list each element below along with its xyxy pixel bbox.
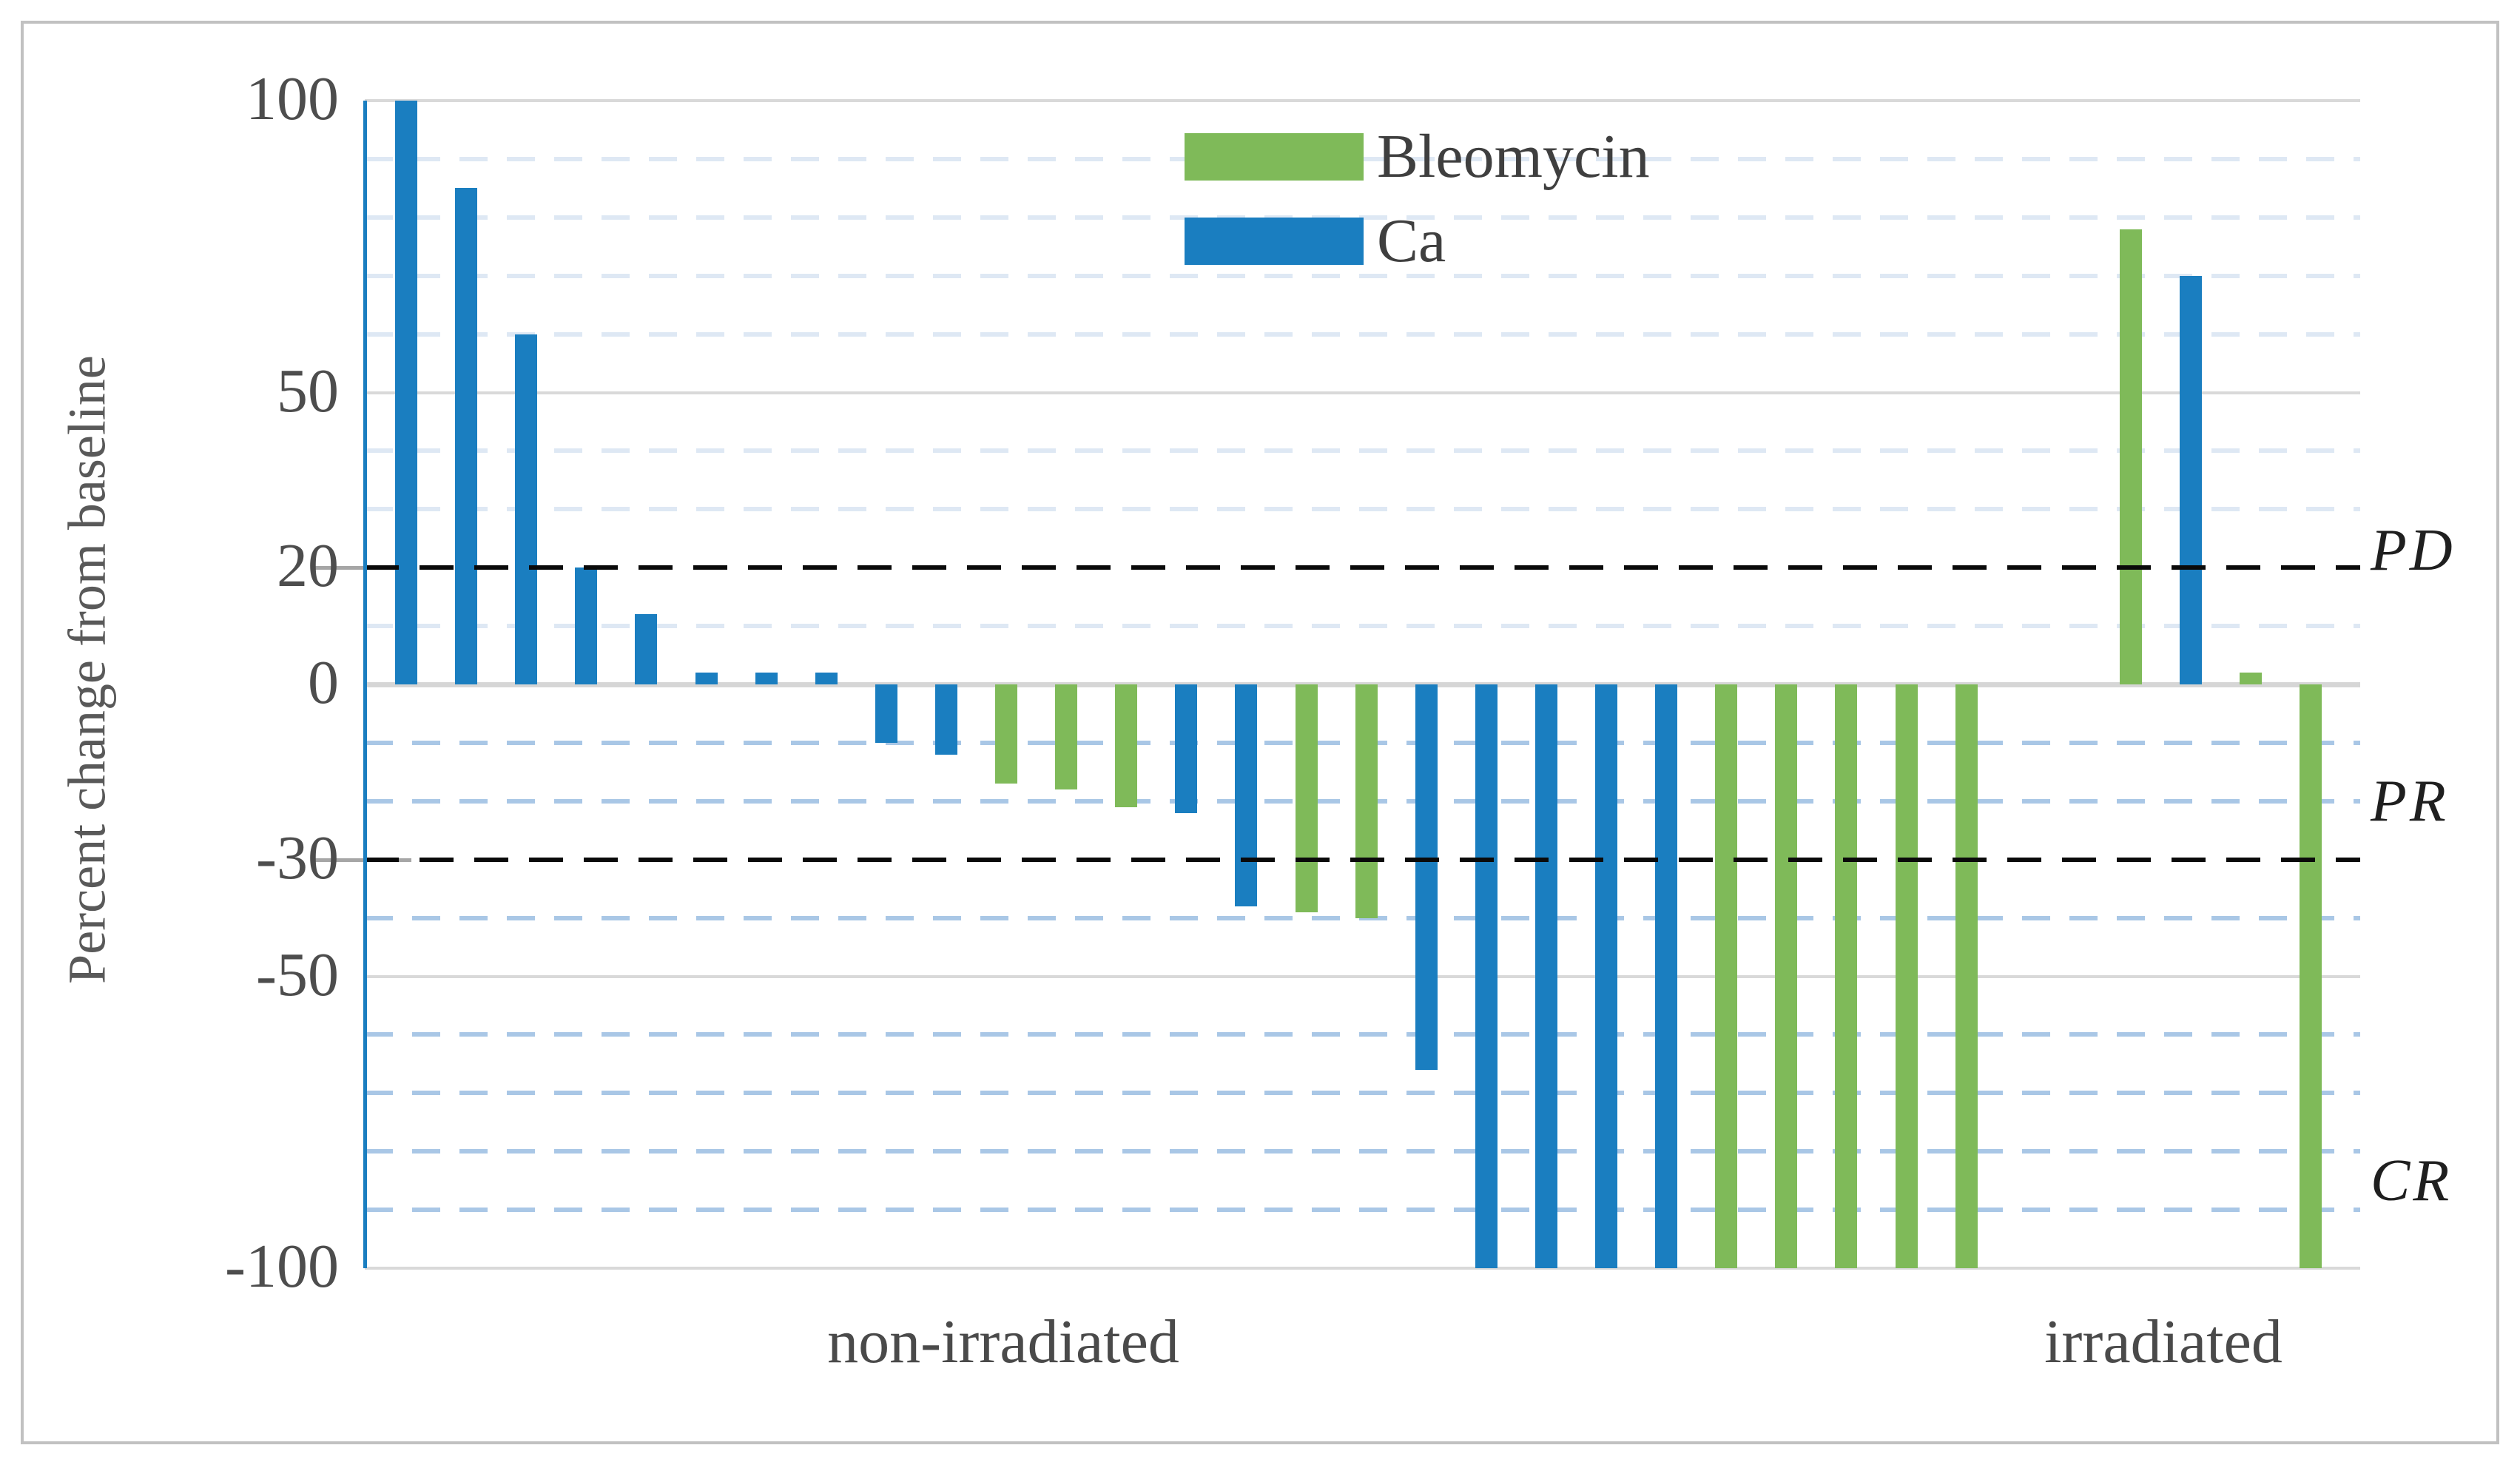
bar-non-irradiated-23-bleomycin [1715, 684, 1738, 1268]
gridline--90 [365, 1208, 2360, 1213]
response-label-cr: CR [2371, 1148, 2453, 1213]
y-tick-label-50: 50 [277, 356, 339, 425]
legend-item-bleomycin: Bleomycin [1185, 126, 1650, 188]
threshold-line-20 [365, 565, 2360, 570]
bar-non-irradiated-9-ca [875, 684, 897, 743]
y-tick-label-0: 0 [308, 648, 339, 717]
bar-non-irradiated-19-ca [1475, 684, 1497, 1268]
bar-irradiated-4-bleomycin [2300, 684, 2322, 1268]
bar-non-irradiated-13-bleomycin [1115, 684, 1138, 807]
bar-irradiated-1-bleomycin [2120, 229, 2142, 684]
y-tick-label-20: 20 [277, 531, 339, 601]
bar-non-irradiated-15-ca [1235, 684, 1258, 906]
gridline-50 [365, 391, 2360, 394]
y-tick-label--100: -100 [225, 1232, 339, 1301]
bar-non-irradiated-1-ca [395, 101, 417, 684]
bar-non-irradiated-27-bleomycin [1955, 684, 1978, 1268]
bar-non-irradiated-8-ca [815, 673, 838, 684]
bar-non-irradiated-12-bleomycin [1055, 684, 1078, 790]
bar-non-irradiated-3-ca [515, 334, 538, 684]
bar-non-irradiated-18-ca [1415, 684, 1438, 1070]
gridline--50 [365, 974, 2360, 978]
bar-non-irradiated-5-ca [635, 614, 658, 684]
gridline-80 [365, 215, 2360, 220]
gridline-30 [365, 507, 2360, 512]
bar-non-irradiated-20-ca [1534, 684, 1557, 1268]
bar-non-irradiated-25-bleomycin [1835, 684, 1858, 1268]
bar-non-irradiated-14-ca [1175, 684, 1198, 813]
legend: Bleomycin Ca [1185, 126, 1650, 300]
bar-non-irradiated-17-bleomycin [1355, 684, 1378, 918]
x-category-label-irradiated: irradiated [2044, 1307, 2283, 1376]
response-label-pd: PD [2371, 517, 2456, 583]
gridline--40 [365, 915, 2360, 920]
y-axis-line [363, 101, 367, 1268]
figure-border [21, 21, 2499, 1444]
gridline-100 [365, 99, 2360, 102]
gridline-40 [365, 448, 2360, 454]
gridline--100 [365, 1267, 2360, 1270]
threshold-line--30 [365, 857, 2360, 862]
x-category-label-non-irradiated: non-irradiated [827, 1307, 1179, 1376]
gridline-60 [365, 331, 2360, 337]
bar-non-irradiated-16-bleomycin [1295, 684, 1318, 912]
threshold-tick--30 [311, 858, 411, 862]
gridline-70 [365, 273, 2360, 278]
response-label-pr: PR [2371, 768, 2449, 834]
gridline-10 [365, 624, 2360, 629]
legend-swatch-bleomycin [1185, 133, 1364, 181]
bar-non-irradiated-26-bleomycin [1895, 684, 1918, 1268]
bar-non-irradiated-2-ca [455, 188, 478, 684]
bar-non-irradiated-11-bleomycin [995, 684, 1017, 784]
bar-non-irradiated-22-ca [1655, 684, 1678, 1268]
threshold-tick-20 [311, 566, 411, 570]
legend-swatch-ca [1185, 218, 1364, 265]
gridline--60 [365, 1032, 2360, 1037]
bar-non-irradiated-24-bleomycin [1775, 684, 1798, 1268]
bar-non-irradiated-7-ca [755, 673, 778, 684]
legend-label-bleomycin: Bleomycin [1377, 122, 1650, 191]
bar-irradiated-3-bleomycin [2240, 673, 2263, 684]
bar-non-irradiated-6-ca [695, 673, 718, 684]
gridline--70 [365, 1091, 2360, 1096]
y-tick-label--50: -50 [256, 940, 339, 1009]
legend-item-ca: Ca [1185, 210, 1650, 272]
y-tick-label--30: -30 [256, 823, 339, 892]
legend-label-ca: Ca [1377, 206, 1446, 275]
bar-non-irradiated-4-ca [575, 568, 598, 684]
bar-non-irradiated-21-ca [1595, 684, 1617, 1268]
bar-non-irradiated-10-ca [934, 684, 957, 755]
y-tick-label-100: 100 [246, 64, 339, 133]
gridline--80 [365, 1149, 2360, 1154]
bar-irradiated-2-ca [2180, 275, 2203, 684]
